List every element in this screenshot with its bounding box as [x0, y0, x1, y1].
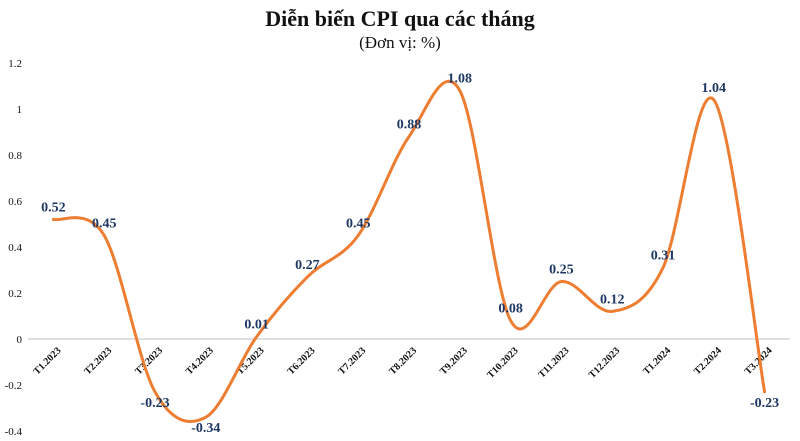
data-label: -0.23 — [750, 396, 779, 411]
data-label: 0.45 — [92, 217, 117, 232]
data-label-group: 0.52 0.45 -0.23 -0.34 0.01 0.27 0.45 0.88 1.08 0.… — [41, 72, 779, 437]
x-tick-label: T2.2023 — [82, 345, 114, 377]
x-tick-label: T8.2023 — [387, 345, 419, 377]
data-label: 1.08 — [448, 72, 473, 87]
x-tick-label: T11.2023 — [536, 345, 571, 380]
x-tick-label: T6.2023 — [286, 345, 318, 377]
data-label: 0.25 — [549, 263, 574, 278]
data-label: 0.45 — [346, 217, 371, 232]
data-label: -0.34 — [191, 421, 220, 436]
data-label: 0.08 — [498, 302, 523, 317]
x-tick-label: T5.2023 — [235, 345, 267, 377]
y-tick-label: 1.2 — [8, 58, 22, 70]
y-tick-label: 0.4 — [8, 242, 22, 254]
y-axis: -0.4 -0.2 0 0.2 0.4 0.6 0.8 1 1.2 — [5, 58, 790, 438]
data-label: 0.27 — [295, 258, 320, 273]
data-label: 0.31 — [651, 249, 676, 264]
y-tick-label: 0.6 — [8, 196, 22, 208]
x-tick-label: T4.2023 — [184, 345, 216, 377]
x-tick-label: T9.2023 — [438, 345, 470, 377]
x-tick-label: T10.2023 — [485, 345, 520, 380]
data-label: 0.12 — [600, 292, 625, 307]
x-tick-label: T2.2024 — [692, 345, 724, 377]
y-tick-label: -0.2 — [5, 380, 22, 392]
x-tick-label: T1.2024 — [641, 345, 673, 377]
series-line-group — [51, 79, 767, 423]
y-tick-label: 1 — [17, 104, 23, 116]
chart-title: Diễn biến CPI qua các tháng — [265, 6, 535, 31]
data-label: 0.01 — [244, 318, 269, 333]
data-label: 0.52 — [41, 200, 66, 215]
y-tick-label: 0.8 — [8, 150, 22, 162]
data-label: 0.88 — [397, 118, 422, 133]
data-label: 1.04 — [702, 81, 727, 96]
data-label: -0.23 — [140, 396, 169, 411]
y-tick-label: 0 — [17, 334, 23, 346]
y-tick-label: -0.4 — [5, 426, 23, 438]
x-tick-label: T12.2023 — [587, 345, 622, 380]
series-line — [51, 79, 767, 423]
y-tick-label: 0.2 — [8, 288, 22, 300]
x-tick-label: T3.2023 — [133, 345, 165, 377]
x-tick-label: T7.2023 — [336, 345, 368, 377]
x-tick-label: T1.2023 — [32, 345, 64, 377]
chart-subtitle: (Đơn vị: %) — [359, 33, 441, 52]
